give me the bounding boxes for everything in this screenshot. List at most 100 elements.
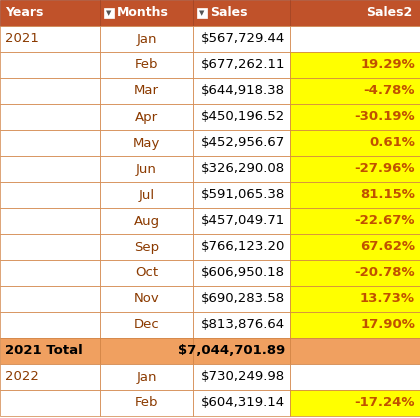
Text: $452,956.67: $452,956.67 <box>201 137 285 150</box>
Text: -4.78%: -4.78% <box>363 84 415 97</box>
Text: $7,044,701.89: $7,044,701.89 <box>178 344 285 357</box>
Text: $567,729.44: $567,729.44 <box>201 33 285 46</box>
Bar <box>193 234 290 260</box>
Bar <box>290 52 420 78</box>
Bar <box>100 234 193 260</box>
Bar <box>100 390 193 416</box>
Bar <box>100 0 193 26</box>
Bar <box>193 0 290 26</box>
Bar <box>197 8 207 18</box>
Text: Sep: Sep <box>134 240 159 253</box>
Bar <box>193 78 290 104</box>
Text: Apr: Apr <box>135 110 158 123</box>
Text: Sales2: Sales2 <box>366 7 412 20</box>
Bar <box>290 182 420 208</box>
Bar <box>100 104 193 130</box>
Text: $457,049.71: $457,049.71 <box>201 214 285 227</box>
Bar <box>0 182 100 208</box>
Bar <box>290 286 420 312</box>
Bar <box>193 182 290 208</box>
Bar <box>0 26 100 52</box>
Text: May: May <box>133 137 160 150</box>
Bar <box>193 364 290 390</box>
Bar <box>290 312 420 338</box>
Text: Jan: Jan <box>136 33 157 46</box>
Bar <box>0 364 100 390</box>
Bar <box>100 286 193 312</box>
Text: Mar: Mar <box>134 84 159 97</box>
Bar <box>100 260 193 286</box>
Text: $604,319.14: $604,319.14 <box>201 397 285 410</box>
Bar <box>0 286 100 312</box>
Text: Jan: Jan <box>136 370 157 383</box>
Text: $766,123.20: $766,123.20 <box>201 240 285 253</box>
Bar <box>193 338 290 364</box>
Text: -30.19%: -30.19% <box>354 110 415 123</box>
Text: Sales: Sales <box>210 7 247 20</box>
Text: $813,876.64: $813,876.64 <box>201 319 285 331</box>
Bar <box>193 156 290 182</box>
Text: Dec: Dec <box>134 319 159 331</box>
Text: $606,950.18: $606,950.18 <box>201 267 285 280</box>
Bar <box>104 8 114 18</box>
Text: $591,065.38: $591,065.38 <box>201 189 285 201</box>
Text: Feb: Feb <box>135 397 158 410</box>
Text: 2021: 2021 <box>5 33 39 46</box>
Bar <box>100 312 193 338</box>
Bar <box>193 260 290 286</box>
Text: 19.29%: 19.29% <box>360 59 415 71</box>
Bar <box>0 156 100 182</box>
Bar <box>0 338 100 364</box>
Bar <box>193 390 290 416</box>
Text: ▼: ▼ <box>200 10 205 16</box>
Bar <box>0 104 100 130</box>
Text: Aug: Aug <box>134 214 160 227</box>
Bar <box>0 52 100 78</box>
Text: -17.24%: -17.24% <box>354 397 415 410</box>
Bar <box>290 338 420 364</box>
Text: $644,918.38: $644,918.38 <box>201 84 285 97</box>
Bar <box>100 78 193 104</box>
Bar <box>290 260 420 286</box>
Text: 0.61%: 0.61% <box>369 137 415 150</box>
Text: $730,249.98: $730,249.98 <box>201 370 285 383</box>
Text: $326,290.08: $326,290.08 <box>201 163 285 176</box>
Bar <box>193 52 290 78</box>
Text: Feb: Feb <box>135 59 158 71</box>
Text: Months: Months <box>117 7 169 20</box>
Bar <box>0 0 100 26</box>
Text: 2022: 2022 <box>5 370 39 383</box>
Bar <box>0 78 100 104</box>
Bar <box>193 286 290 312</box>
Bar <box>100 364 193 390</box>
Bar <box>290 78 420 104</box>
Bar <box>100 338 193 364</box>
Text: -27.96%: -27.96% <box>354 163 415 176</box>
Bar <box>290 156 420 182</box>
Text: Jun: Jun <box>136 163 157 176</box>
Text: ▼: ▼ <box>106 10 112 16</box>
Bar <box>100 182 193 208</box>
Bar <box>193 130 290 156</box>
Bar <box>100 208 193 234</box>
Bar <box>290 130 420 156</box>
Bar <box>290 26 420 52</box>
Text: $690,283.58: $690,283.58 <box>201 293 285 306</box>
Bar <box>0 312 100 338</box>
Bar <box>0 260 100 286</box>
Bar <box>100 52 193 78</box>
Bar <box>193 208 290 234</box>
Text: 67.62%: 67.62% <box>360 240 415 253</box>
Text: 81.15%: 81.15% <box>360 189 415 201</box>
Bar <box>0 390 100 416</box>
Bar <box>0 208 100 234</box>
Bar <box>290 234 420 260</box>
Text: -22.67%: -22.67% <box>354 214 415 227</box>
Bar <box>290 0 420 26</box>
Text: 2021 Total: 2021 Total <box>5 344 83 357</box>
Bar <box>100 26 193 52</box>
Text: -20.78%: -20.78% <box>354 267 415 280</box>
Bar <box>193 312 290 338</box>
Bar <box>0 234 100 260</box>
Bar <box>0 130 100 156</box>
